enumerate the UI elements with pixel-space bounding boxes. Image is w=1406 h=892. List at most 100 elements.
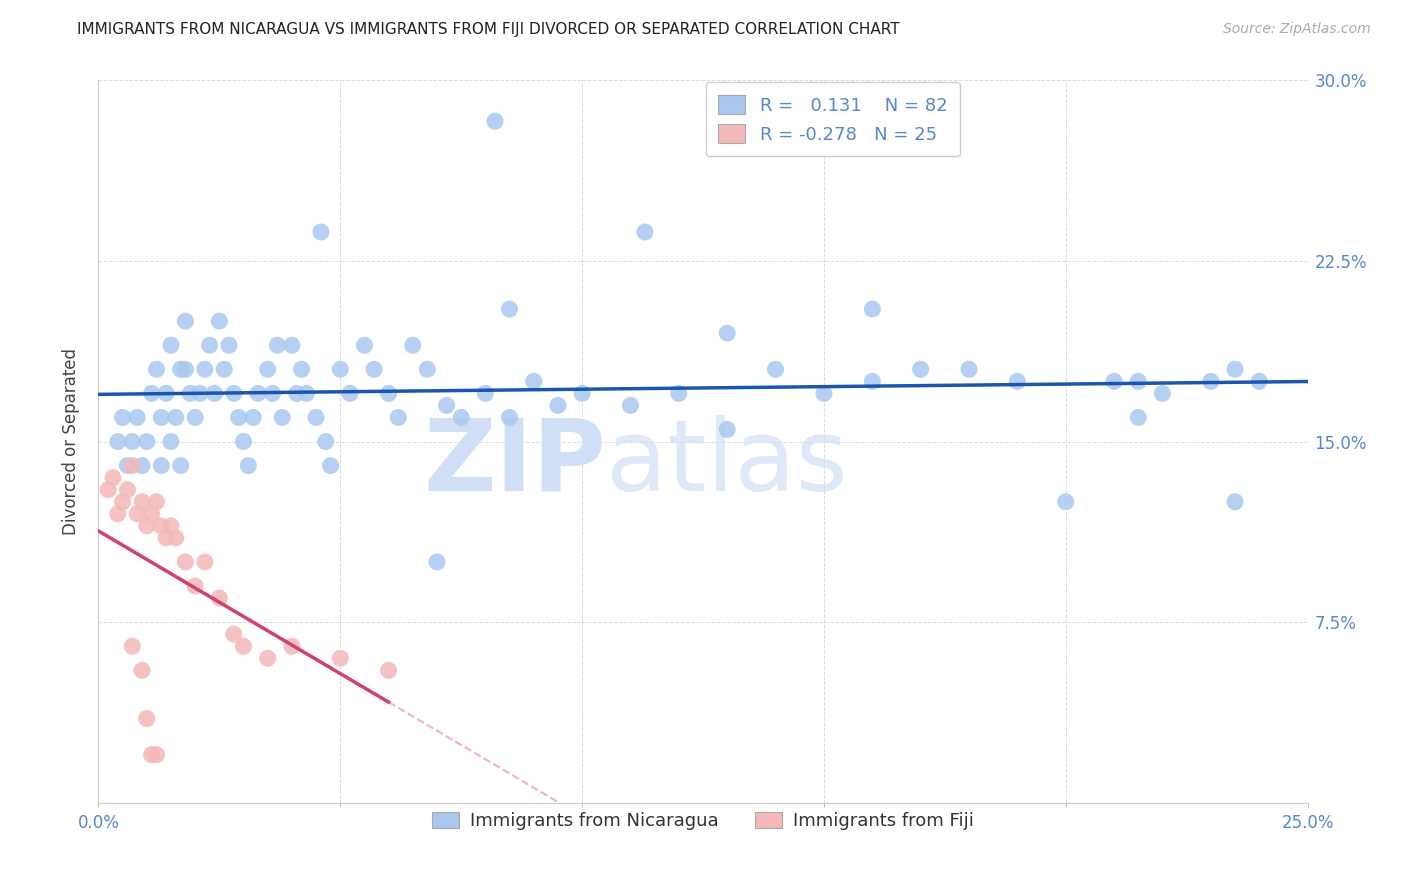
Point	[174, 362, 197, 376]
Point	[329, 651, 352, 665]
Point	[127, 507, 149, 521]
Point	[117, 458, 139, 473]
Point	[309, 225, 332, 239]
Point	[716, 422, 738, 436]
Point	[194, 555, 217, 569]
Point	[111, 494, 134, 508]
Point	[910, 362, 932, 376]
Text: Source: ZipAtlas.com: Source: ZipAtlas.com	[1223, 22, 1371, 37]
Point	[1152, 386, 1174, 401]
Text: IMMIGRANTS FROM NICARAGUA VS IMMIGRANTS FROM FIJI DIVORCED OR SEPARATED CORRELAT: IMMIGRANTS FROM NICARAGUA VS IMMIGRANTS …	[77, 22, 900, 37]
Point	[135, 434, 157, 449]
Point	[860, 374, 883, 388]
Point	[305, 410, 328, 425]
Point	[107, 507, 129, 521]
Point	[290, 362, 312, 376]
Point	[194, 362, 217, 376]
Point	[131, 664, 153, 678]
Point	[668, 386, 690, 401]
Point	[436, 398, 458, 412]
Point	[1199, 374, 1222, 388]
Point	[174, 555, 197, 569]
Point	[184, 579, 207, 593]
Text: atlas: atlas	[606, 415, 848, 512]
Point	[484, 114, 506, 128]
Text: ZIP: ZIP	[423, 415, 606, 512]
Point	[145, 494, 167, 508]
Point	[165, 410, 187, 425]
Point	[121, 434, 143, 449]
Point	[247, 386, 270, 401]
Point	[101, 470, 124, 484]
Point	[1223, 362, 1246, 376]
Point	[285, 386, 308, 401]
Point	[765, 362, 787, 376]
Point	[813, 386, 835, 401]
Point	[141, 507, 163, 521]
Point	[363, 362, 385, 376]
Point	[377, 386, 399, 401]
Point	[165, 531, 187, 545]
Point	[222, 386, 245, 401]
Point	[957, 362, 980, 376]
Point	[117, 483, 139, 497]
Point	[169, 458, 191, 473]
Point	[131, 458, 153, 473]
Point	[271, 410, 294, 425]
Point	[150, 410, 173, 425]
Point	[1223, 494, 1246, 508]
Point	[262, 386, 284, 401]
Point	[174, 314, 197, 328]
Point	[121, 458, 143, 473]
Point	[135, 712, 157, 726]
Point	[97, 483, 120, 497]
Y-axis label: Divorced or Separated: Divorced or Separated	[62, 348, 80, 535]
Point	[634, 225, 657, 239]
Point	[281, 338, 304, 352]
Point	[319, 458, 342, 473]
Point	[1102, 374, 1125, 388]
Point	[377, 664, 399, 678]
Point	[256, 651, 278, 665]
Point	[155, 531, 177, 545]
Point	[523, 374, 546, 388]
Point	[281, 639, 304, 653]
Point	[266, 338, 288, 352]
Point	[121, 639, 143, 653]
Point	[208, 314, 231, 328]
Point	[474, 386, 496, 401]
Point	[619, 398, 641, 412]
Point	[111, 410, 134, 425]
Point	[1249, 374, 1271, 388]
Point	[416, 362, 439, 376]
Point	[198, 338, 221, 352]
Point	[228, 410, 250, 425]
Point	[141, 386, 163, 401]
Point	[141, 747, 163, 762]
Point	[155, 386, 177, 401]
Point	[716, 326, 738, 340]
Point	[160, 338, 183, 352]
Point	[145, 362, 167, 376]
Point	[1054, 494, 1077, 508]
Point	[547, 398, 569, 412]
Point	[160, 434, 183, 449]
Point	[256, 362, 278, 376]
Point	[387, 410, 409, 425]
Point	[232, 434, 254, 449]
Point	[498, 301, 520, 317]
Point	[150, 458, 173, 473]
Point	[218, 338, 240, 352]
Point	[1128, 374, 1150, 388]
Point	[212, 362, 235, 376]
Point	[450, 410, 472, 425]
Point	[238, 458, 260, 473]
Point	[131, 494, 153, 508]
Point	[188, 386, 211, 401]
Legend: Immigrants from Nicaragua, Immigrants from Fiji: Immigrants from Nicaragua, Immigrants fr…	[425, 805, 981, 837]
Point	[222, 627, 245, 641]
Point	[295, 386, 318, 401]
Point	[426, 555, 449, 569]
Point	[150, 518, 173, 533]
Point	[498, 410, 520, 425]
